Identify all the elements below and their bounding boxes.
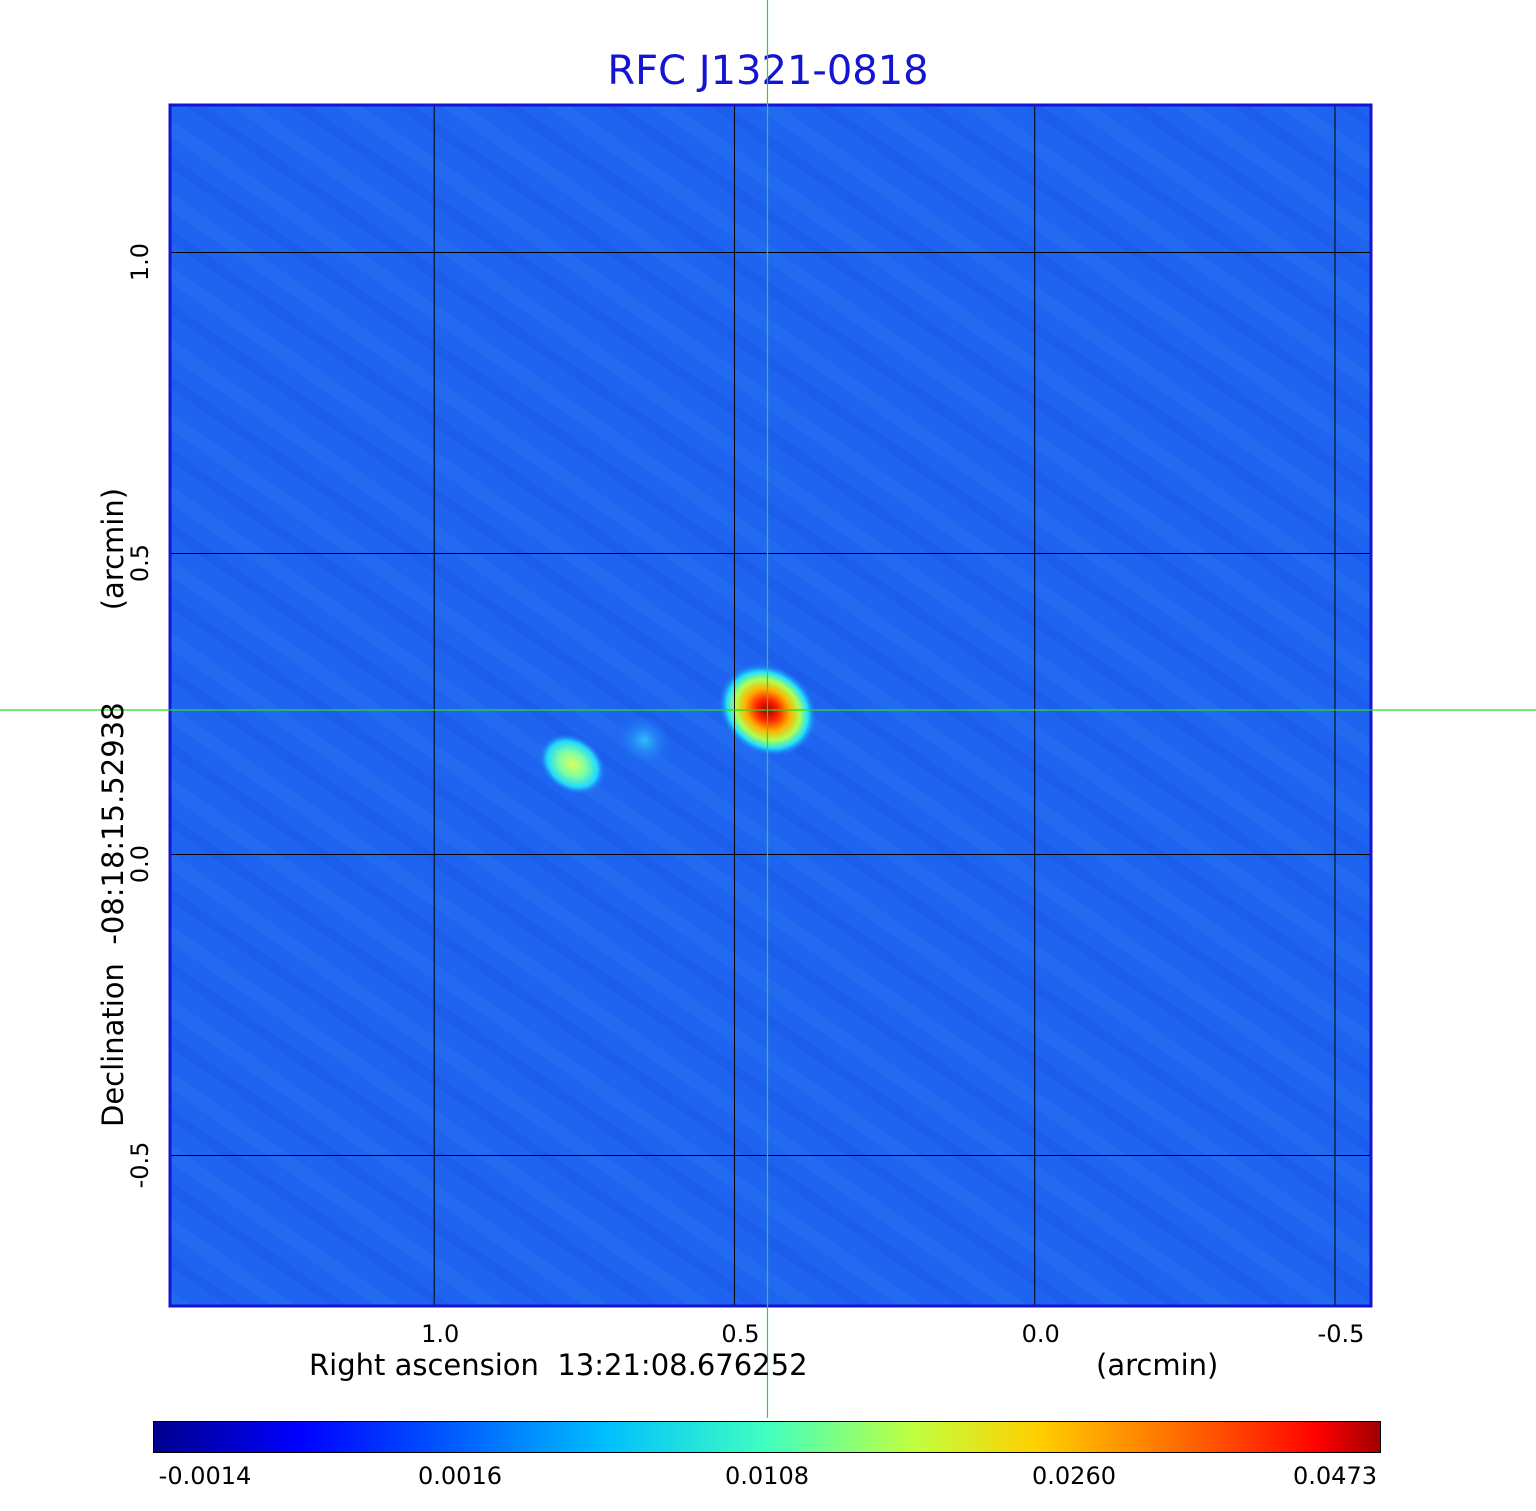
- colorbar: [153, 1421, 1381, 1453]
- x-axis-label: Right ascension 13:21:08.676252: [309, 1348, 808, 1382]
- radio-source: [538, 733, 606, 796]
- y-tick-label: 0.5: [126, 544, 154, 583]
- x-tick-label: 0.0: [1021, 1320, 1060, 1348]
- x-tick-label: 0.5: [721, 1320, 760, 1348]
- colorbar-tick-label: -0.0014: [158, 1462, 252, 1490]
- plot-frame: [168, 103, 1373, 1308]
- x-axis-unit: (arcmin): [1096, 1348, 1219, 1382]
- colorbar-tick-label: 0.0108: [725, 1462, 809, 1490]
- colorbar-tick-label: 0.0016: [418, 1462, 502, 1490]
- y-axis-label: Declination -08:18:15.52938 (arcmin): [96, 487, 130, 1127]
- crosshair: [0, 0, 1536, 1418]
- intensity-map: [170, 105, 1371, 1306]
- y-tick-label: -0.5: [126, 1142, 154, 1189]
- y-tick-label: 1.0: [126, 243, 154, 282]
- colorbar-tick-label: 0.0473: [1293, 1462, 1377, 1490]
- y-tick-label: 0.0: [126, 845, 154, 884]
- coordinate-grid: [170, 105, 1371, 1306]
- radio-source: [615, 712, 674, 768]
- x-tick-label: 1.0: [421, 1320, 460, 1348]
- x-tick-label: -0.5: [1317, 1320, 1365, 1348]
- colorbar-tick-label: 0.0260: [1032, 1462, 1116, 1490]
